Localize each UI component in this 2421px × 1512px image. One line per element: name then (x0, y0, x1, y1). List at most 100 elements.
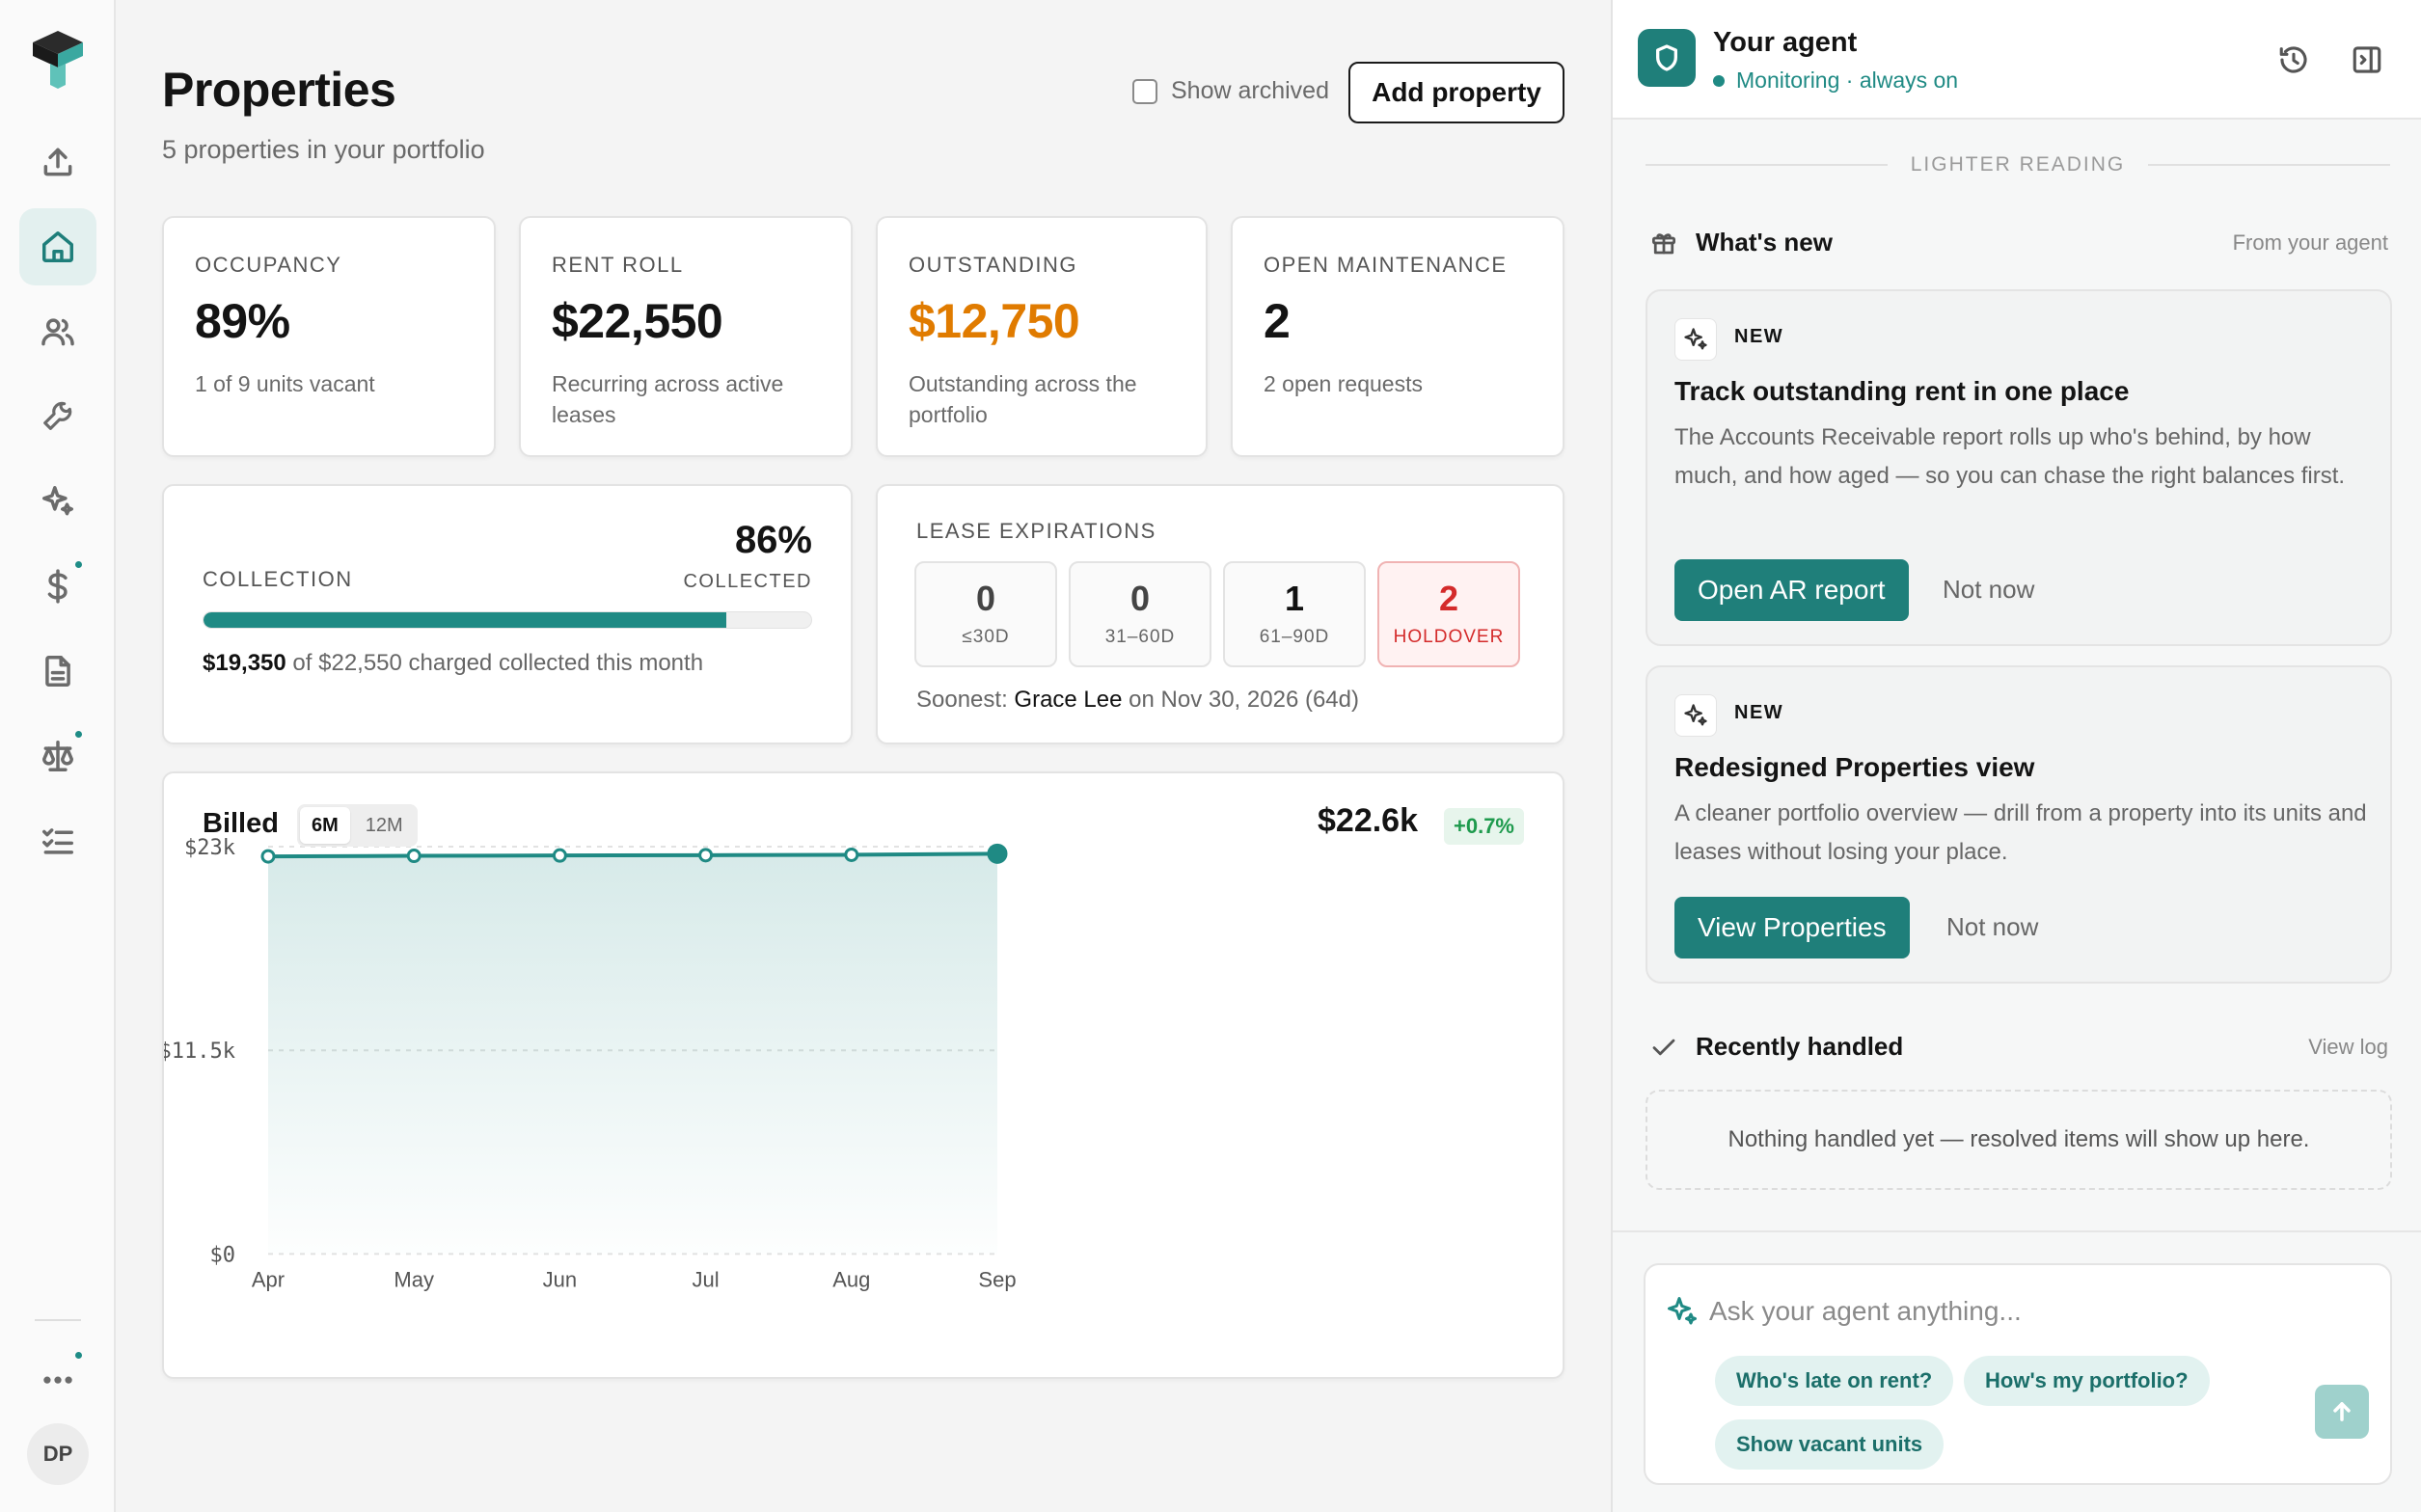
bucket-count: 1 (1284, 579, 1305, 618)
data-point (698, 848, 714, 863)
collection-progress-bar (203, 611, 812, 629)
left-sidebar: DP (0, 0, 116, 1512)
lease-bucket-90d[interactable]: 1 61–90D (1223, 561, 1366, 667)
x-tick-label: Jun (543, 1267, 577, 1291)
kpi-description: Recurring across active leases (552, 371, 784, 427)
lease-bucket-60d[interactable]: 0 31–60D (1069, 561, 1211, 667)
soonest-tenant[interactable]: Grace Lee (1014, 687, 1123, 713)
send-button[interactable] (2315, 1385, 2369, 1439)
y-tick-label: $0 (210, 1243, 236, 1267)
suggestion-chip[interactable]: How's my portfolio? (1964, 1356, 2210, 1406)
x-tick-label: Apr (252, 1267, 285, 1291)
add-property-button[interactable]: Add property (1348, 62, 1564, 123)
collection-note-rest: of $22,550 charged collected this month (286, 650, 704, 676)
kpi-label: RENT ROLL (552, 253, 684, 277)
history-button[interactable] (2274, 40, 2313, 79)
nav-finance[interactable] (19, 548, 96, 625)
show-archived-label: Show archived (1171, 77, 1329, 104)
view-properties-button[interactable]: View Properties (1674, 897, 1910, 958)
billed-chart: $0 $11.5k $23k Apr May Jun Jul Aug Sep (164, 836, 1017, 1291)
billed-chart-card: $0 $11.5k $23k Apr May Jun Jul Aug Sep Billed 6M… (162, 771, 1564, 1379)
news-card-ar-report: NEW Track outstanding rent in one place … (1646, 289, 2392, 646)
bucket-range: HOLDOVER (1393, 627, 1505, 647)
kpi-rent-roll[interactable]: RENT ROLL $22,550 Recurring across activ… (519, 216, 853, 457)
kpi-value: 2 (1264, 294, 1291, 348)
dismiss-button[interactable]: Not now (1943, 575, 2035, 604)
wrench-icon (43, 401, 72, 430)
kpi-value: $12,750 (909, 294, 1080, 348)
kpi-label: OCCUPANCY (195, 253, 342, 277)
recently-handled-header: Recently handled View log (1649, 1032, 2388, 1062)
section-divider: LIGHTER READING (1646, 150, 2390, 179)
data-point (552, 848, 567, 863)
nav-upload[interactable] (19, 123, 96, 201)
divider-label: LIGHTER READING (1910, 153, 2126, 176)
collected-amount: $19,350 (203, 650, 286, 676)
nav-tasks[interactable] (19, 802, 96, 879)
news-badge: NEW (1734, 326, 1784, 347)
billed-total: $22.6k (1318, 802, 1418, 839)
checklist-icon (42, 828, 73, 854)
finance-badge (73, 559, 84, 570)
kpi-occupancy[interactable]: OCCUPANCY 89% 1 of 9 units vacant (162, 216, 496, 457)
collection-label: COLLECTION (203, 567, 353, 591)
arrow-up-icon (2333, 1402, 2351, 1421)
nav-maintenance[interactable] (19, 378, 96, 455)
dismiss-button[interactable]: Not now (1946, 912, 2039, 941)
agent-composer: Who's late on rent? How's my portfolio? … (1644, 1263, 2392, 1485)
composer-area: Who's late on rent? How's my portfolio? … (1613, 1230, 2421, 1512)
recently-handled-title: Recently handled (1696, 1032, 1904, 1061)
nav-people[interactable] (19, 293, 96, 370)
nav-ai[interactable] (19, 463, 96, 540)
kpi-value: $22,550 (552, 294, 723, 348)
nav-home[interactable] (19, 208, 96, 285)
lease-bucket-holdover[interactable]: 2 HOLDOVER (1377, 561, 1520, 667)
show-archived-checkbox[interactable] (1132, 78, 1157, 104)
bucket-range: ≤30D (962, 627, 1010, 647)
agent-name: Your agent (1713, 27, 1858, 58)
collapse-panel-button[interactable] (2348, 40, 2386, 79)
bucket-count: 0 (975, 579, 996, 618)
view-log-link[interactable]: View log (2308, 1034, 2388, 1059)
page-subtitle: 5 properties in your portfolio (162, 135, 485, 164)
x-tick-label: Jul (693, 1267, 720, 1291)
data-point (260, 849, 276, 864)
x-tick-label: Aug (832, 1267, 870, 1291)
sparkle-icon (42, 486, 73, 516)
suggestion-chip[interactable]: Show vacant units (1715, 1419, 1945, 1470)
range-12m[interactable]: 12M (365, 815, 403, 836)
soonest-expiration: Soonest: Grace Lee on Nov 30, 2026 (64d) (916, 687, 1359, 714)
collection-card[interactable]: 86% COLLECTED COLLECTION $19,350 of $22,… (162, 484, 853, 744)
range-selector: 6M 12M (297, 804, 418, 847)
collection-progress-fill (204, 612, 726, 628)
soonest-prefix: Soonest: (916, 687, 1015, 713)
open-ar-report-button[interactable]: Open AR report (1674, 559, 1909, 621)
show-archived-toggle[interactable]: Show archived (1132, 77, 1329, 105)
suggestion-chip[interactable]: Who's late on rent? (1715, 1356, 1954, 1406)
nav-legal[interactable] (19, 717, 96, 795)
kpi-open-maintenance[interactable]: OPEN MAINTENANCE 2 2 open requests (1231, 216, 1564, 457)
bucket-range: 31–60D (1104, 627, 1176, 647)
kpi-description: Outstanding across the portfolio (909, 371, 1137, 427)
agent-input[interactable] (1709, 1284, 2346, 1338)
document-icon (45, 656, 70, 687)
user-avatar[interactable]: DP (27, 1423, 89, 1485)
agent-avatar (1638, 29, 1696, 87)
range-6m[interactable]: 6M (300, 807, 350, 844)
home-icon (42, 231, 73, 262)
nav-documents[interactable] (19, 633, 96, 710)
nav-more[interactable] (19, 1338, 96, 1416)
kpi-value: 89% (195, 294, 290, 348)
people-icon (41, 318, 74, 346)
more-icon (43, 1376, 72, 1384)
y-tick-label: $23k (184, 836, 235, 860)
upload-icon (43, 148, 72, 176)
area-fill (268, 853, 997, 1255)
logo-icon[interactable] (29, 29, 87, 89)
kpi-outstanding[interactable]: OUTSTANDING $12,750 Outstanding across t… (876, 216, 1208, 457)
data-point (987, 843, 1008, 864)
more-badge (73, 1350, 84, 1361)
lease-bucket-30d[interactable]: 0 ≤30D (914, 561, 1057, 667)
bucket-count: 0 (1129, 579, 1151, 618)
scale-icon (42, 741, 73, 771)
